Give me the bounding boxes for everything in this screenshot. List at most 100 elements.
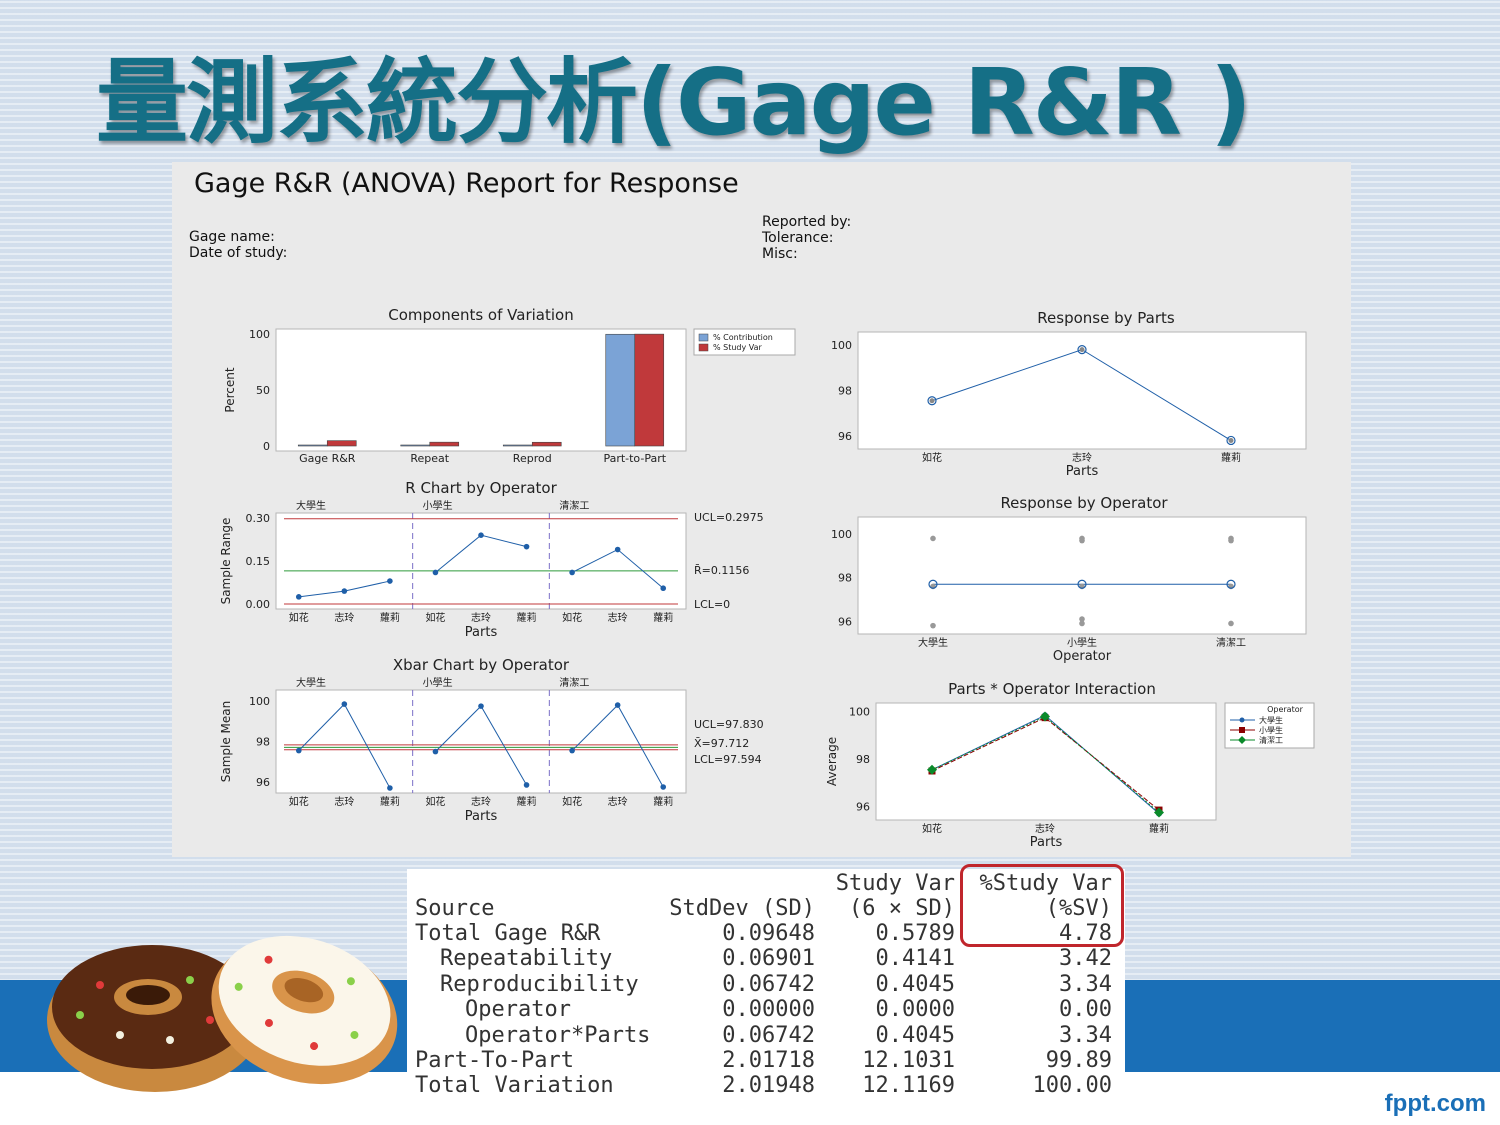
resp-op-point [1228,537,1234,544]
interaction-xtick: 如花 [922,822,942,835]
xbar_chart-point [432,748,439,755]
xbar_chart-group-label: 小學生 [423,676,453,689]
table-row-pct-study-var: 3.34 [1059,971,1112,997]
table-row-study-var: 0.0000 [875,997,955,1023]
brand-logo-text: fppt.com [1384,1090,1486,1117]
table-header-pct-study-var: %Study Var [979,871,1112,896]
table-header-study-var: Study Var [835,871,955,896]
table-row-pct-study-var: 99.89 [1045,1048,1112,1073]
interaction-ytick: 100 [849,706,870,719]
table-row-source: Part-To-Part [415,1048,574,1073]
table-row-source: Operator [465,997,571,1023]
xbar_chart-ucl-label: UCL=97.830 [694,718,764,731]
resp-op-ytick: 98 [838,572,852,585]
xbar_chart-point [614,702,621,708]
r_chart-ytick: 0.15 [246,555,271,568]
r_chart-ylabel: Sample Range [219,518,233,605]
components-bar [326,440,357,447]
r_chart-point [614,546,621,553]
components-bar [502,444,533,447]
r_chart-ytick: 0.00 [246,598,271,611]
report-title: Gage R&R (ANOVA) Report for Response [194,168,739,199]
slide-title: 量測系統分析(Gage R&R ) [96,49,1252,156]
resp-parts-xtick: 蘿莉 [1221,452,1241,464]
table-row-pct-study-var: 3.34 [1059,1022,1112,1048]
interaction-ytick: 96 [856,801,870,814]
table-row-pct-study-var: 0.00 [1059,997,1112,1023]
r_chart-xtick: 志玲 [608,611,628,624]
anova-report-panel: Gage R&R (ANOVA) Report for Response Gag… [172,162,1351,857]
xbar_chart-point [295,747,302,754]
components-legend-swatch [698,333,709,342]
xbar_chart-xtick: 志玲 [608,795,628,808]
r_chart-ytick: 0.30 [246,512,271,525]
r_chart-point [341,588,348,594]
resp-parts-title: Response by Parts [1037,309,1175,327]
resp-parts-xtick: 如花 [922,451,942,464]
xbar_chart-xtick: 蘿莉 [380,796,400,808]
resp-op-point [930,622,936,629]
resp-op-xlabel: Operator [1053,649,1112,664]
r_chart-xtick: 蘿莉 [517,612,537,624]
interaction-point [1040,711,1050,722]
chocolate-donut-icon [47,945,263,1092]
interaction-point [927,764,937,775]
resp-op-point [1079,535,1085,542]
resp-op-point [1079,616,1085,622]
xbar_chart-point [569,747,575,754]
table-row-pct-study-var: 4.78 [1059,921,1112,946]
interaction-xtick: 志玲 [1035,822,1055,835]
donut-illustration [47,935,398,1092]
components-xtick: Gage R&R [299,452,356,465]
components-title: Components of Variation [388,306,573,324]
table-row-stddev: 2.01948 [722,1073,815,1099]
table-row-study-var: 12.1169 [862,1073,955,1099]
components-bar [400,444,431,447]
report-charts: Components of Variation Percent 0 50 100 Gage… [219,306,1315,850]
components-legend-label: % Contribution [713,333,773,342]
r_chart-center-label: R̄=0.1156 [694,564,749,577]
table-row-source: Reproducibility [440,971,639,997]
xbar_chart-xtick: 志玲 [334,795,354,808]
table-row-source: Operator*Parts [465,1022,651,1048]
r_chart-point [295,594,302,600]
resp-parts-mean-marker [1077,345,1087,355]
xbar_chart-xtick: 蘿莉 [517,796,537,808]
table-row-stddev: 0.06742 [722,1022,815,1048]
table-row-stddev: 0.09648 [722,921,815,946]
r_chart-point [523,543,530,550]
r_chart-group-label: 大學生 [296,499,326,512]
resp-op-ytick: 100 [831,528,852,541]
r_chart-point [569,569,575,576]
r_chart-xtick: 志玲 [471,611,491,624]
xbar_chart-lcl-label: LCL=97.594 [694,753,762,766]
components-legend-box [693,328,796,356]
xbar_chart-xtick: 如花 [289,795,309,808]
components-ytick: 0 [263,440,270,453]
components-bar [429,441,460,447]
r_chart-group-label: 清潔工 [559,499,589,512]
xbar_chart-center-label: X̄=97.712 [694,737,749,750]
resp-parts-mean-marker [1226,435,1236,446]
vanilla-donut-icon [211,935,398,1085]
table-row-pct-study-var: 100.00 [1032,1073,1112,1099]
components-ylabel: Percent [223,367,237,412]
resp-parts-xtick: 志玲 [1072,451,1092,464]
components-xtick: Part-to-Part [603,452,666,465]
r_chart-point [432,569,439,576]
interaction-legend-label: 清潔工 [1259,735,1283,745]
interaction-legend-title: Operator [1267,705,1304,714]
interaction-point [1154,807,1164,818]
r_chart-plot-area [275,512,687,610]
components-bar [634,333,665,447]
interaction-legend-marker [1239,727,1245,733]
r_chart-xtick: 志玲 [334,611,354,624]
variance-table: Study Var %Study Var Source StdDev (SD) (6 ×… [407,869,1125,1103]
table-header-stddev: StdDev (SD) [669,896,815,921]
table-row-study-var: 0.4045 [875,1022,955,1048]
xbar_chart-ytick: 98 [256,736,270,749]
resp-parts-point [929,398,935,404]
xbar_chart-point [523,782,530,788]
highlight-box [960,864,1124,947]
resp-parts-ytick: 100 [831,339,852,352]
